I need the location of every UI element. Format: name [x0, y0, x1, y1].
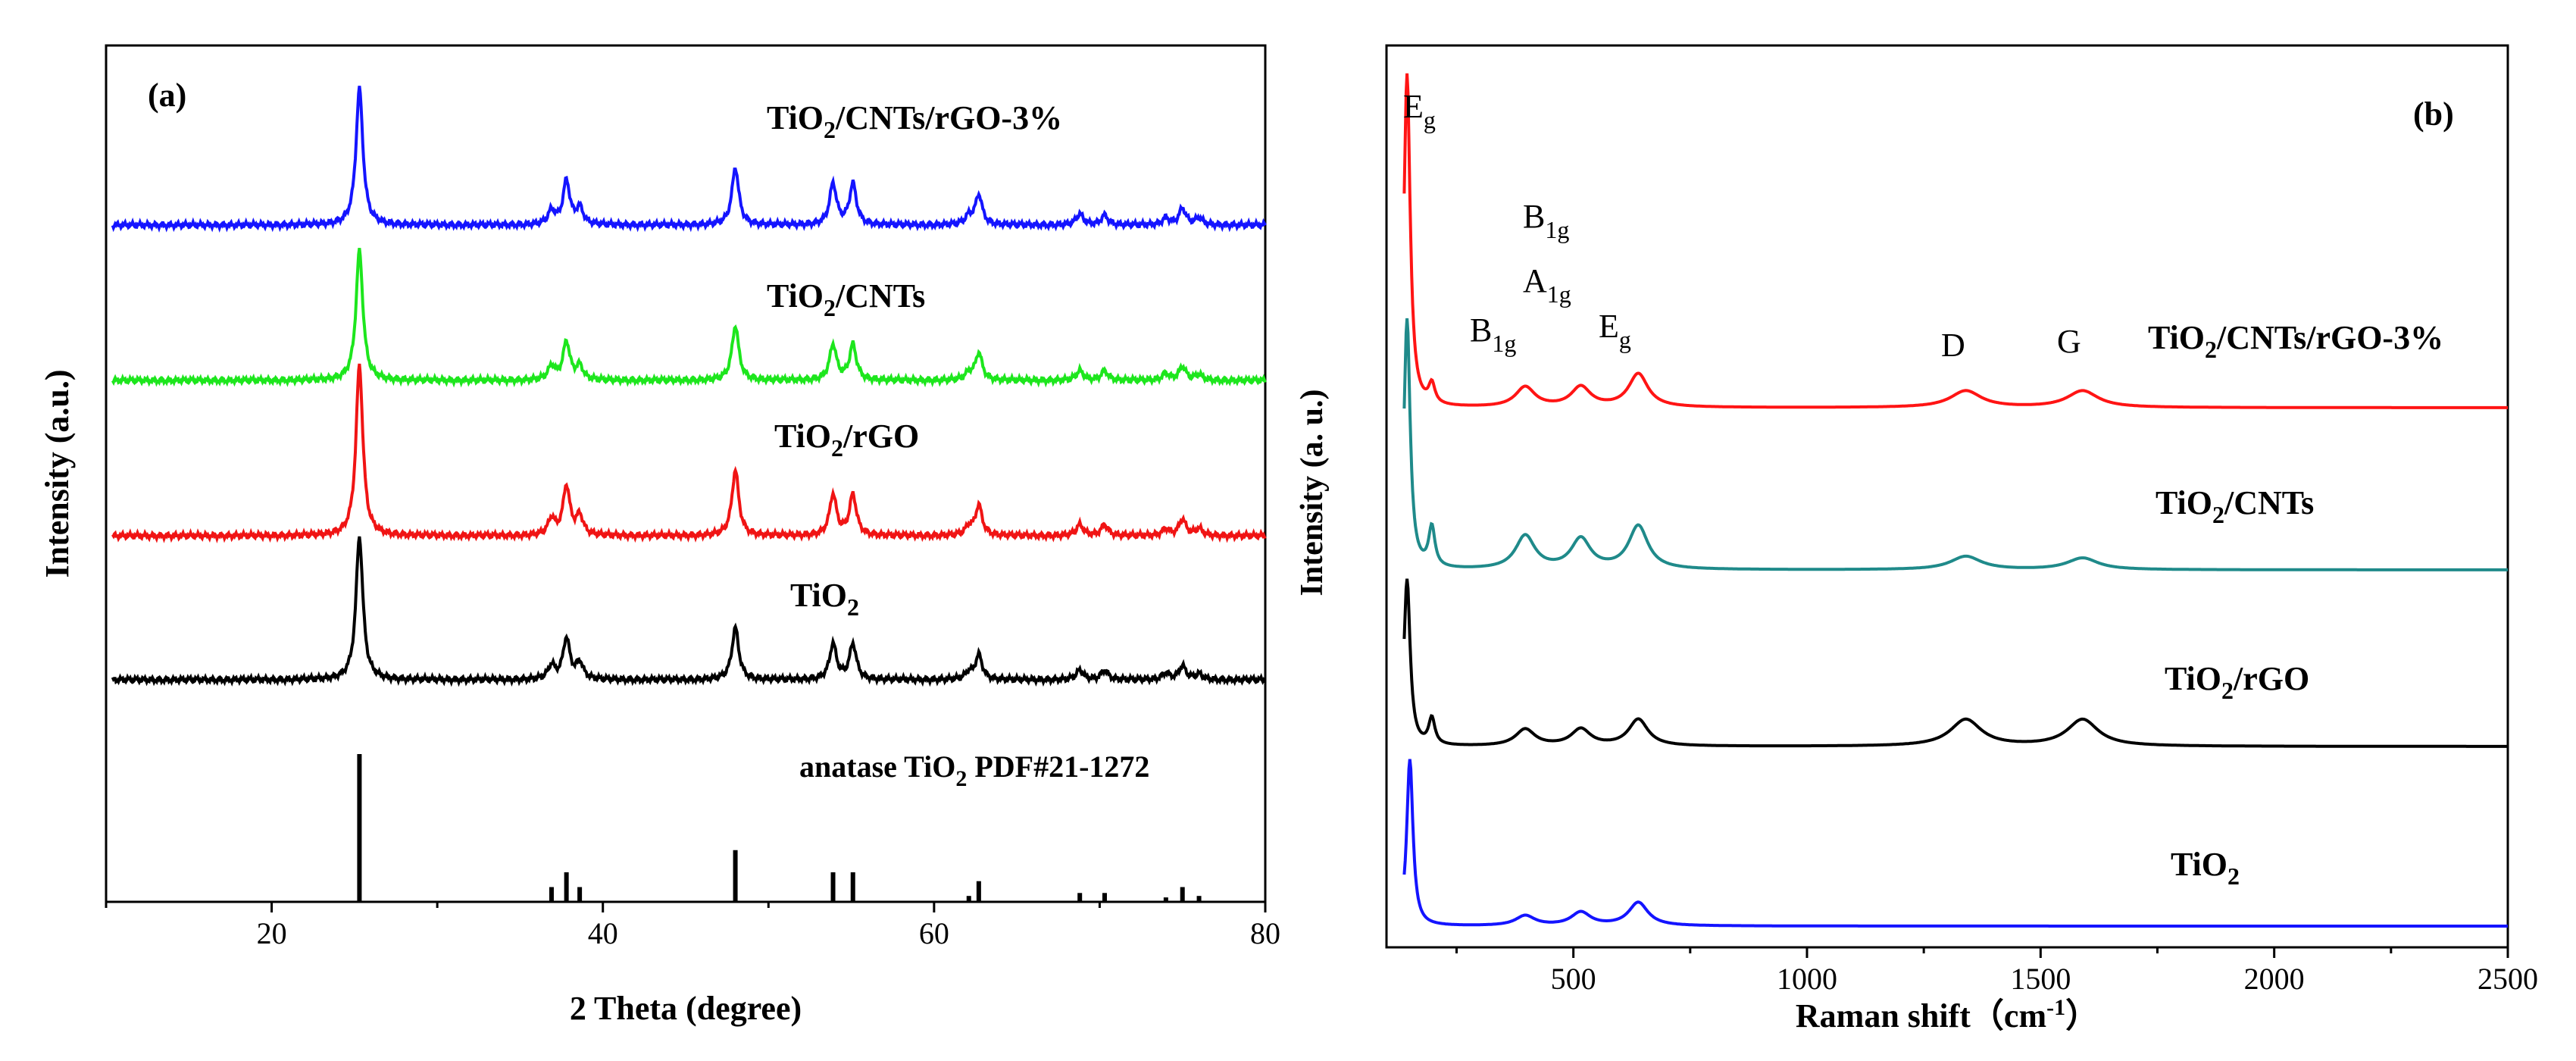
series-label-tio2-cnts: TiO2/CNTs: [767, 277, 925, 321]
panel-a-tick-label: 40: [588, 916, 618, 950]
panel-a-tick-label: 60: [919, 916, 949, 950]
raman-curve-2: [1402, 578, 2508, 748]
panel-b-frame: [1385, 44, 2509, 949]
panel-b-raman: (b) 500 1000 1500 2000 2500 Eg B1g B1g A1g E…: [1295, 44, 2538, 1034]
panel-b-xaxis-ticks: 500 1000 1500 2000 2500: [1455, 947, 2538, 996]
panel-b-tick-label: 2500: [2478, 962, 2538, 996]
raman-curve-3: [1402, 759, 2508, 928]
panel-b-tag: (b): [2413, 95, 2454, 133]
series-label-tio2-rgo: TiO2/rGO: [774, 418, 919, 462]
raman-label-tio2-rgo: TiO2/rGO: [2165, 660, 2309, 704]
panel-a-xlabel: 2 Theta (degree): [570, 990, 802, 1027]
raman-curve-1: [1402, 318, 2508, 571]
panel-a-tick-label: 20: [257, 916, 287, 950]
panel-b-curves: [1402, 73, 2508, 928]
panel-b-tick-label: 1000: [1777, 962, 1837, 996]
panel-b-tick-label: 1500: [2010, 962, 2071, 996]
panel-a-tick-label: 80: [1250, 916, 1280, 950]
raman-label-tio2-cnts-rgo: TiO2/CNTs/rGO-3%: [2148, 319, 2443, 363]
band-label-a1g: A1g: [1523, 262, 1571, 308]
panel-b-tick-label: 500: [1551, 962, 1596, 996]
series-label-tio2: TiO2: [790, 577, 859, 621]
panel-b-xlabel: Raman shift（cm-1）: [1796, 995, 2099, 1034]
series-label-tio2-cnts-rgo: TiO2/CNTs/rGO-3%: [767, 99, 1062, 143]
panel-b-tick-label: 2000: [2244, 962, 2305, 996]
raman-curve-0: [1402, 73, 2508, 409]
reference-label: anatase TiO2 PDF#21-1272: [799, 750, 1149, 791]
raman-label-tio2-cnts: TiO2/CNTs: [2156, 484, 2314, 528]
band-label-g: G: [2057, 323, 2081, 360]
panel-a-frame: [105, 44, 1267, 903]
band-label-b1g-b: B1g: [1523, 198, 1569, 243]
band-label-eg-low: Eg: [1403, 88, 1436, 133]
band-label-d: D: [1941, 327, 1965, 364]
panel-a-xaxis-ticks: 20 40 60 80: [105, 902, 1280, 950]
raman-label-tio2: TiO2: [2171, 846, 2240, 890]
panel-a-xrd: (a) 20 40 60 80 TiO2/CNTs/rGO-3% TiO2/CNTs …: [39, 44, 1280, 1027]
xrd-curve-2: [111, 363, 1267, 544]
band-label-b1g-a: B1g: [1470, 311, 1516, 357]
panel-a-tag: (a): [148, 77, 186, 114]
xrd-curve-3: [111, 536, 1266, 687]
panel-b-ylabel: Intensity (a. u.): [1295, 389, 1330, 596]
panel-a-ylabel: Intensity (a.u.): [39, 369, 76, 577]
panel-a-curves: [111, 86, 1267, 687]
band-label-eg-high: Eg: [1599, 308, 1631, 353]
panel-a-reference-pattern: [357, 754, 1202, 902]
xrd-curve-1: [111, 248, 1267, 388]
xrd-curve-0: [111, 86, 1267, 233]
